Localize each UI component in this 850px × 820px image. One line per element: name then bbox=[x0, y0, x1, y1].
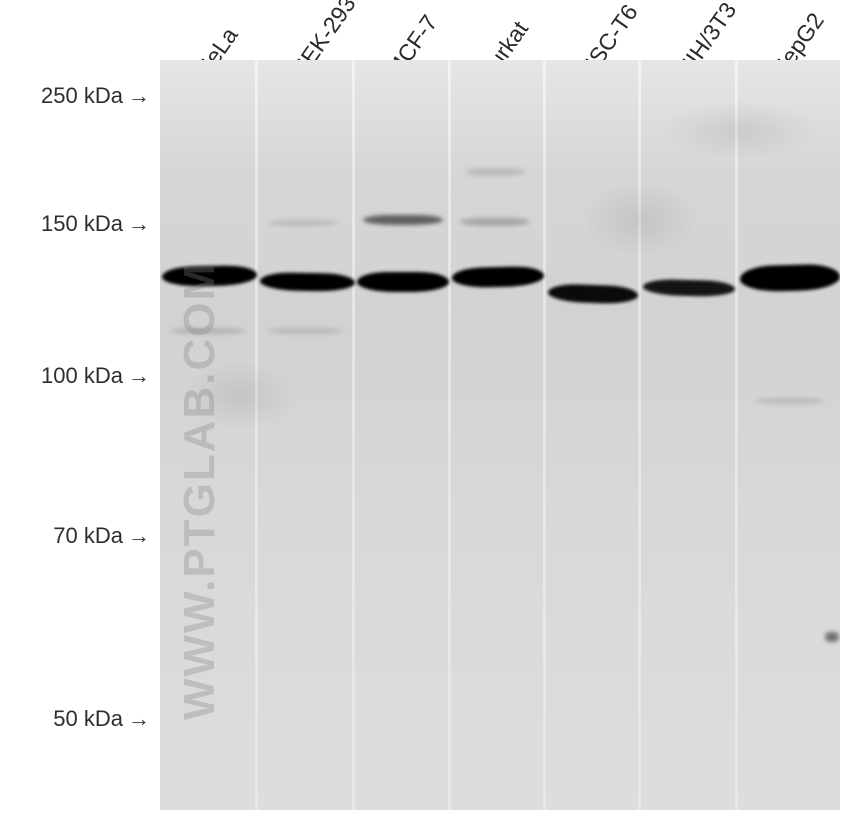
lane-divider bbox=[638, 60, 641, 810]
western-blot-figure: { "figure": { "type": "western-blot", "w… bbox=[0, 0, 850, 820]
band-hek293-upper bbox=[268, 220, 338, 226]
band-mcf7-upper bbox=[363, 215, 443, 225]
lane-divider bbox=[543, 60, 546, 810]
band-hepg2-edge-speck bbox=[825, 632, 839, 642]
lane-divider bbox=[352, 60, 355, 810]
smudge bbox=[580, 180, 700, 260]
band-hek293-lower bbox=[268, 328, 343, 334]
mw-marker-text: 150 kDa bbox=[41, 211, 123, 237]
lane-divider bbox=[448, 60, 451, 810]
lane-divider bbox=[735, 60, 738, 810]
arrow-icon: → bbox=[128, 83, 150, 109]
mw-marker-250: 250 kDa→ bbox=[41, 83, 150, 109]
mw-marker-text: 70 kDa bbox=[53, 523, 123, 549]
smudge bbox=[660, 100, 820, 160]
arrow-icon: → bbox=[128, 363, 150, 389]
mw-marker-text: 100 kDa bbox=[41, 363, 123, 389]
lane-divider bbox=[255, 60, 258, 810]
mw-marker-70: 70 kDa→ bbox=[53, 523, 150, 549]
arrow-icon: → bbox=[128, 211, 150, 237]
mw-marker-100: 100 kDa→ bbox=[41, 363, 150, 389]
arrow-icon: → bbox=[128, 706, 150, 732]
smudge bbox=[180, 360, 300, 430]
mw-marker-text: 250 kDa bbox=[41, 83, 123, 109]
band-jurkat-upper bbox=[460, 218, 530, 226]
band-jurkat-upper2 bbox=[465, 168, 525, 176]
arrow-icon: → bbox=[128, 523, 150, 549]
mw-marker-50: 50 kDa→ bbox=[53, 706, 150, 732]
band-hela-lower bbox=[170, 328, 245, 334]
mw-marker-text: 50 kDa bbox=[53, 706, 123, 732]
band-hepg2-lower bbox=[755, 398, 825, 404]
mw-marker-150: 150 kDa→ bbox=[41, 211, 150, 237]
blot-membrane bbox=[160, 60, 840, 810]
band-mcf7-main bbox=[357, 272, 449, 292]
